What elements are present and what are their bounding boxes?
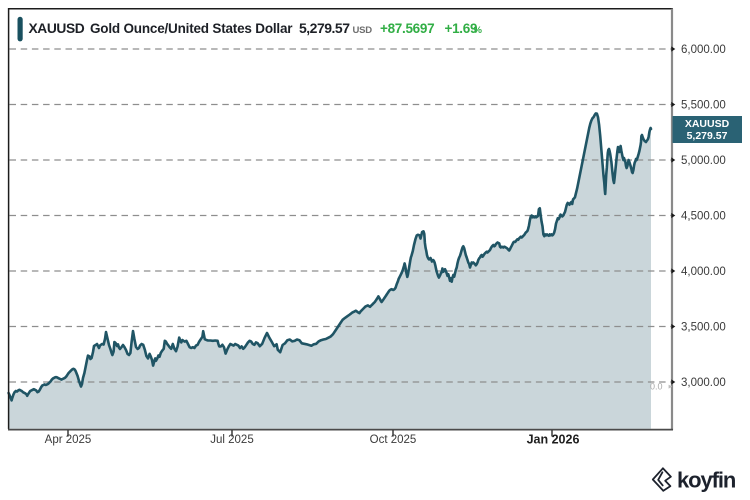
svg-text:5,279.57: 5,279.57 [299, 20, 350, 36]
svg-text:koyfin: koyfin [677, 468, 736, 493]
svg-text:%: % [474, 25, 483, 36]
svg-text:Jul 2025: Jul 2025 [210, 434, 253, 446]
svg-text:XAUUSD: XAUUSD [29, 21, 85, 36]
svg-text:Oct 2025: Oct 2025 [370, 434, 417, 446]
svg-text:XAUUSD: XAUUSD [685, 118, 730, 130]
svg-text:4,500.00: 4,500.00 [681, 211, 726, 223]
svg-text:USD: USD [353, 25, 373, 36]
svg-text:4,000.00: 4,000.00 [681, 266, 726, 278]
svg-text:Apr 2025: Apr 2025 [45, 434, 92, 446]
svg-text:3,000.00: 3,000.00 [681, 377, 726, 389]
svg-text:+87.5697: +87.5697 [380, 21, 434, 36]
svg-text:3,500.00: 3,500.00 [681, 322, 726, 334]
svg-text:6,000.00: 6,000.00 [681, 44, 726, 56]
svg-text:Gold Ounce/United States Dolla: Gold Ounce/United States Dollar [90, 21, 293, 36]
svg-text:0.0: 0.0 [650, 381, 663, 391]
svg-text:Jan 2026: Jan 2026 [527, 433, 580, 447]
svg-text:5,500.00: 5,500.00 [681, 100, 726, 112]
svg-text:+1.69: +1.69 [445, 21, 478, 36]
svg-text:5,000.00: 5,000.00 [681, 155, 726, 167]
svg-text:5,279.57: 5,279.57 [687, 130, 728, 142]
